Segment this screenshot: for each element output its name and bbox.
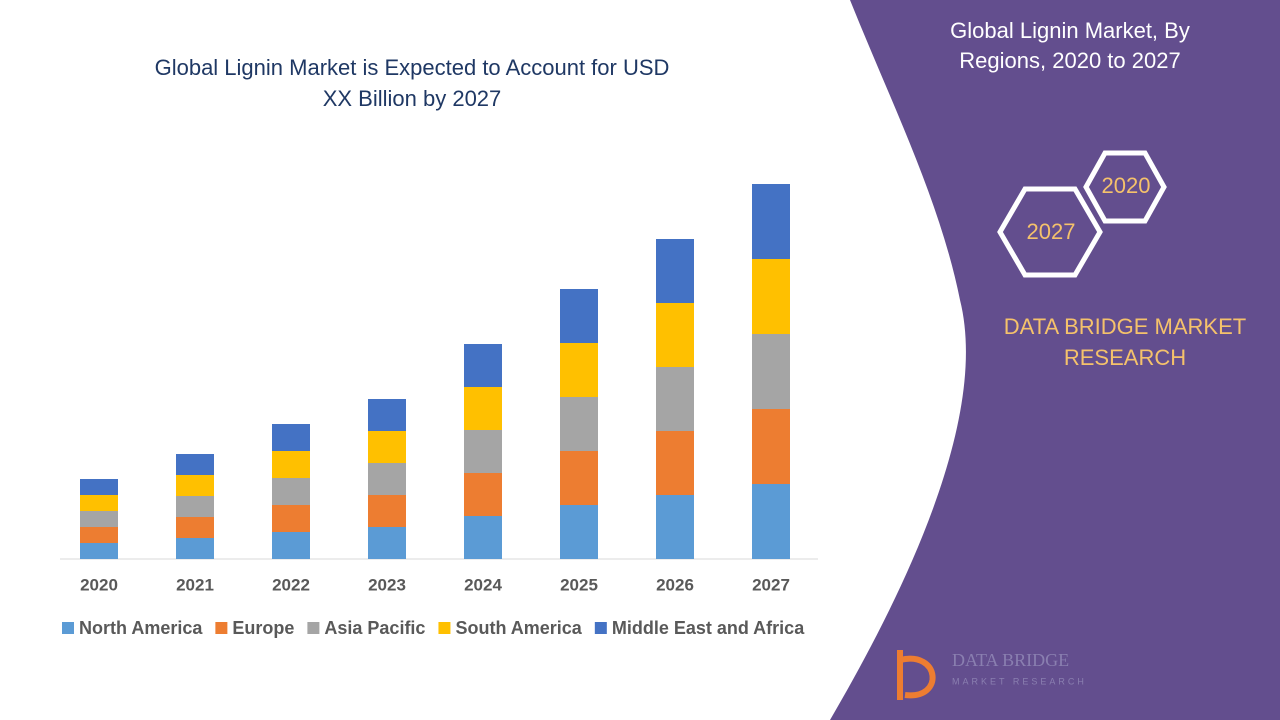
legend-label: Asia Pacific [324, 618, 425, 638]
bar-segment [752, 484, 790, 559]
bar-segment [80, 511, 118, 527]
bar-segment [464, 516, 502, 559]
bar-segment [560, 397, 598, 451]
bar-segment [176, 538, 214, 559]
bar-segment [752, 184, 790, 259]
bar-segment [368, 431, 406, 463]
legend-swatch [307, 622, 320, 634]
bar-segment [464, 344, 502, 387]
bar-segment [80, 479, 118, 495]
legend-swatch [215, 622, 228, 634]
bar-segment [80, 543, 118, 559]
logo-tagline: MARKET RESEARCH [952, 676, 1087, 686]
bar-segment [368, 495, 406, 527]
bar-segment [80, 527, 118, 543]
bar-segment [272, 451, 310, 478]
panel-title: Global Lignin Market, By Regions, 2020 t… [950, 18, 1190, 73]
logo-name: DATA BRIDGE [952, 650, 1069, 670]
x-tick-label: 2025 [560, 575, 598, 594]
legend-swatch [594, 622, 607, 634]
bar-segment [752, 259, 790, 334]
chart-title: Global Lignin Market is Expected to Acco… [154, 55, 670, 111]
bar-segment [272, 424, 310, 451]
hexagon-label: 2027 [1027, 219, 1076, 244]
bar-segment [272, 478, 310, 505]
bar-segment [368, 527, 406, 559]
x-tick-label: 2022 [272, 575, 310, 594]
hexagon [1083, 150, 1167, 224]
bar-segment [560, 451, 598, 505]
bar-segment [368, 399, 406, 431]
x-tick-label: 2020 [80, 575, 118, 594]
bar-segment [176, 517, 214, 538]
bar-segment [752, 409, 790, 484]
legend-label: North America [79, 618, 203, 638]
legend-label: South America [455, 618, 582, 638]
bar-segment [464, 430, 502, 473]
bar-segment [272, 505, 310, 532]
bar-segment [656, 367, 694, 431]
x-tick-label: 2026 [656, 575, 694, 594]
hexagon-label: 2020 [1102, 173, 1151, 198]
bar-segment [176, 475, 214, 496]
logo-mark [897, 650, 936, 700]
legend-swatch [438, 622, 451, 634]
brand: DATA BRIDGE MARKET RESEARCH [1003, 314, 1247, 370]
bar-segment [656, 431, 694, 495]
side-panel [830, 0, 1280, 720]
bar-segment [656, 303, 694, 367]
legend-label: Middle East and Africa [612, 618, 805, 638]
x-tick-label: 2023 [368, 575, 406, 594]
x-tick-label: 2024 [464, 575, 502, 594]
bar-segment [80, 495, 118, 511]
bar-segment [560, 289, 598, 343]
x-tick-label: 2021 [176, 575, 214, 594]
bar-segment [656, 495, 694, 559]
legend-swatch [62, 622, 74, 634]
legend-label: Europe [232, 618, 294, 638]
hexagon [997, 186, 1103, 278]
bar-segment [752, 334, 790, 409]
bar-segment [656, 239, 694, 303]
x-tick-label: 2027 [752, 575, 790, 594]
bar-segment [176, 496, 214, 517]
bar-segment [368, 463, 406, 495]
bar-segment [272, 532, 310, 559]
bar-segment [560, 505, 598, 559]
bar-segment [464, 473, 502, 516]
bar-segment [176, 454, 214, 475]
bar-segment [560, 343, 598, 397]
bar-segment [464, 387, 502, 430]
